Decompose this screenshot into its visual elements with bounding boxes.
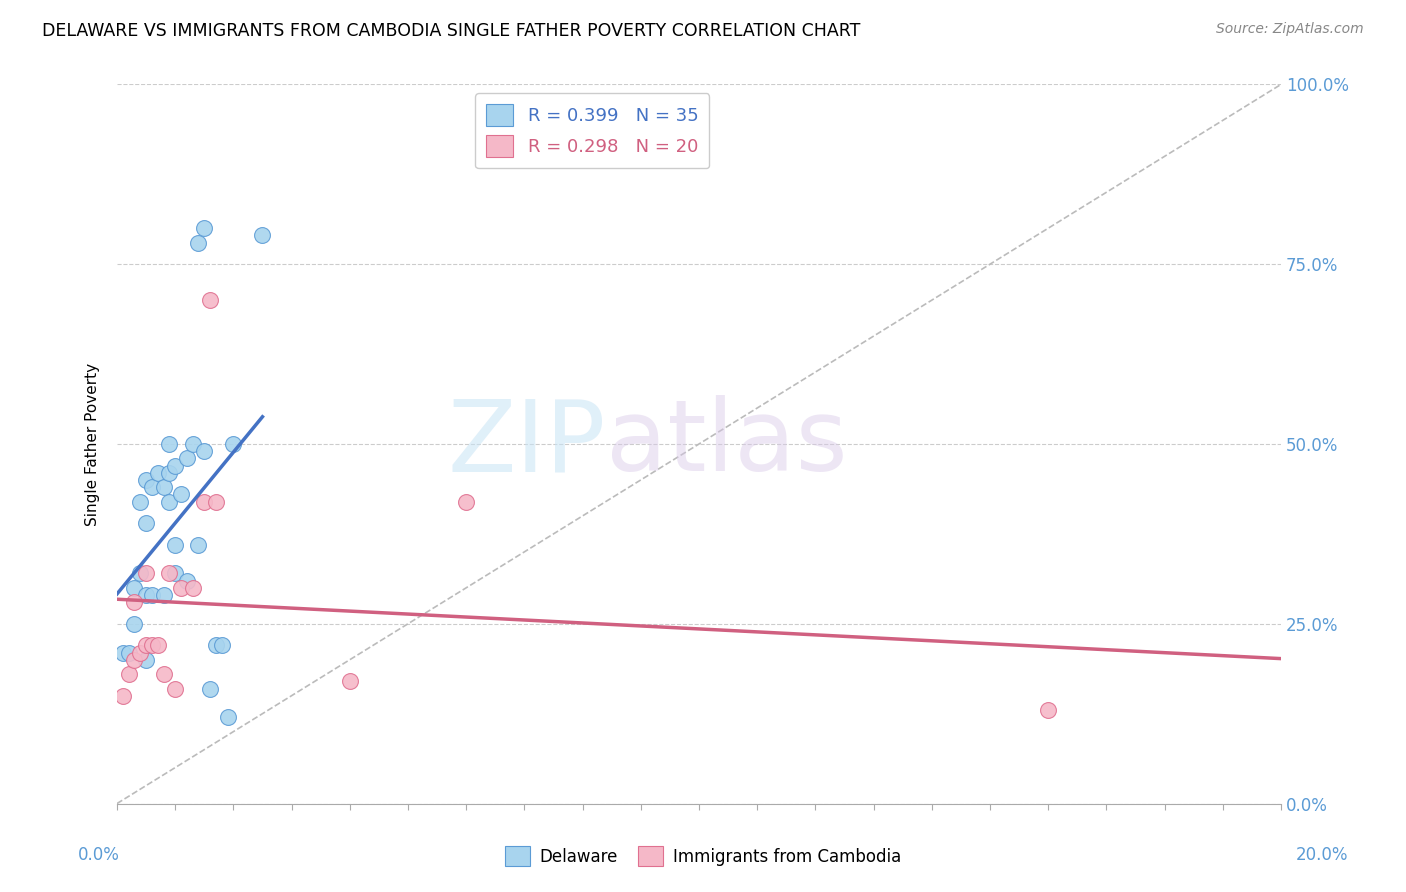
Point [157, 566, 180, 581]
Point [456, 494, 478, 508]
Point [205, 638, 228, 652]
Point [187, 235, 209, 250]
Point [165, 538, 187, 552]
Point [157, 494, 180, 508]
Point [124, 653, 146, 667]
Point [205, 494, 228, 508]
Point [141, 638, 163, 652]
Point [129, 566, 152, 581]
Point [111, 689, 134, 703]
Text: DELAWARE VS IMMIGRANTS FROM CAMBODIA SINGLE FATHER POVERTY CORRELATION CHART: DELAWARE VS IMMIGRANTS FROM CAMBODIA SIN… [42, 22, 860, 40]
Point [135, 588, 157, 602]
Point [165, 566, 187, 581]
Point [170, 581, 193, 595]
Point [124, 581, 146, 595]
Point [181, 437, 204, 451]
Legend: Delaware, Immigrants from Cambodia: Delaware, Immigrants from Cambodia [498, 839, 908, 873]
Point [135, 473, 157, 487]
Point [135, 638, 157, 652]
Text: atlas: atlas [606, 395, 848, 492]
Point [117, 667, 139, 681]
Point [193, 494, 215, 508]
Point [152, 667, 174, 681]
Point [152, 588, 174, 602]
Text: 0.0%: 0.0% [77, 846, 120, 863]
Legend: R = 0.399   N = 35, R = 0.298   N = 20: R = 0.399 N = 35, R = 0.298 N = 20 [475, 94, 709, 169]
Point [222, 437, 245, 451]
Point [129, 646, 152, 660]
Point [198, 681, 221, 696]
Point [181, 581, 204, 595]
Point [157, 437, 180, 451]
Point [176, 451, 198, 466]
Point [187, 538, 209, 552]
Point [141, 588, 163, 602]
Point [170, 487, 193, 501]
Point [146, 638, 169, 652]
Point [124, 616, 146, 631]
Point [135, 566, 157, 581]
Point [1036, 703, 1059, 717]
Point [165, 681, 187, 696]
Point [141, 480, 163, 494]
Point [124, 595, 146, 609]
Point [135, 653, 157, 667]
Point [152, 480, 174, 494]
Point [339, 674, 361, 689]
Point [146, 466, 169, 480]
Point [117, 646, 139, 660]
Point [217, 710, 239, 724]
Point [111, 646, 134, 660]
Point [157, 466, 180, 480]
Point [198, 293, 221, 308]
Point [135, 516, 157, 530]
Text: ZIP: ZIP [447, 395, 606, 492]
Point [193, 444, 215, 458]
Point [165, 458, 187, 473]
Point [129, 494, 152, 508]
Point [193, 221, 215, 235]
Point [176, 574, 198, 588]
Text: 20.0%: 20.0% [1295, 846, 1348, 863]
Point [211, 638, 233, 652]
Y-axis label: Single Father Poverty: Single Father Poverty [86, 362, 100, 525]
Point [252, 228, 274, 243]
Text: Source: ZipAtlas.com: Source: ZipAtlas.com [1216, 22, 1364, 37]
